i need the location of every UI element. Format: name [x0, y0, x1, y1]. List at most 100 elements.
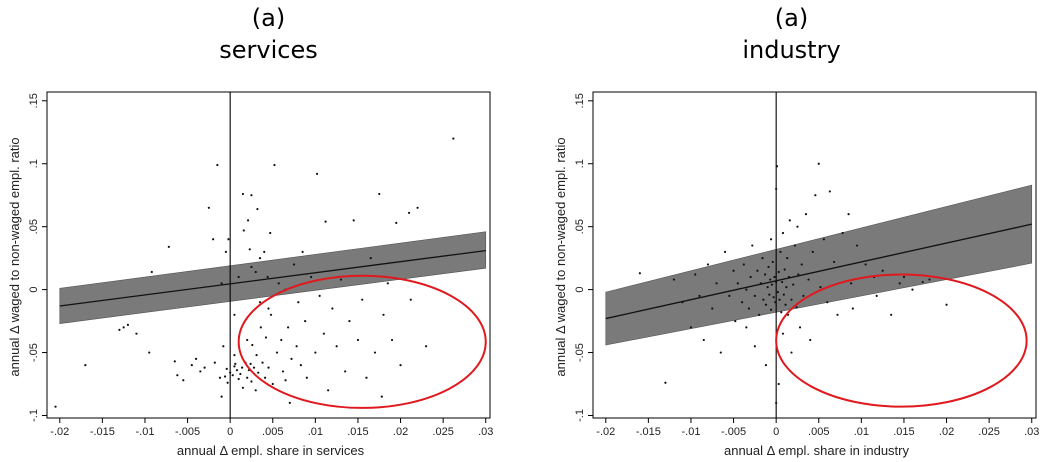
x-tick-label: -.01: [135, 426, 154, 438]
scatter-point: [795, 306, 798, 309]
scatter-point: [826, 301, 829, 304]
y-tick-label: -.05: [574, 343, 586, 362]
scatter-point: [694, 273, 697, 276]
x-tick-label: 0: [227, 426, 233, 438]
scatter-point: [126, 323, 130, 326]
plot-frame: [46, 91, 491, 419]
scatter-point: [304, 319, 307, 323]
scatter-point: [809, 338, 812, 342]
scatter-point: [266, 275, 269, 279]
scatter-point: [715, 282, 718, 285]
y-tick-label: -.1: [574, 409, 586, 422]
scatter-point: [365, 376, 368, 379]
scatter-point: [249, 362, 252, 365]
scatter-point: [250, 194, 253, 197]
x-tick-label: -.005: [175, 426, 200, 438]
scatter-point: [766, 285, 769, 289]
panel-letter: (a): [251, 4, 286, 32]
scatter-point: [770, 283, 774, 286]
scatter-point: [203, 366, 206, 369]
x-tick-label: .015: [893, 426, 914, 438]
x-tick-label: -.015: [636, 426, 661, 438]
highlight-ellipse: [237, 274, 487, 409]
y-axis-label: annual Δ waged to non-waged empl. ratio: [553, 137, 568, 376]
scatter-point: [280, 338, 283, 342]
y-tick-label: -.05: [28, 343, 40, 362]
scatter-point: [390, 338, 394, 342]
scatter-point: [753, 345, 756, 348]
scatter-point: [751, 244, 754, 247]
scatter-point: [295, 345, 298, 348]
y-tick-label: .05: [574, 219, 586, 234]
scatter-point: [798, 326, 802, 329]
scatter-point: [258, 257, 262, 260]
scatter-point: [269, 231, 272, 235]
scatter-point: [182, 379, 185, 382]
scatter-point: [277, 282, 280, 285]
scatter-point: [292, 263, 296, 266]
x-tick-label: -.01: [681, 426, 700, 438]
scatter-point: [225, 367, 228, 371]
x-tick-label: .03: [1024, 426, 1039, 438]
scatter-point: [775, 165, 779, 168]
scatter-point: [817, 162, 820, 165]
scatter-point: [84, 364, 87, 367]
x-tick-label: -.02: [50, 426, 69, 438]
scatter-point: [241, 192, 245, 196]
scatter-point: [257, 371, 260, 374]
y-tick-label: .1: [574, 159, 586, 168]
scatter-point: [122, 326, 125, 329]
scatter-point: [380, 395, 383, 398]
scatter-point: [711, 307, 714, 310]
scatter-point: [811, 250, 814, 253]
scatter-point: [774, 301, 777, 304]
highlight-ellipse: [775, 273, 1028, 408]
scatter-point: [764, 303, 768, 306]
scatter-point: [769, 278, 772, 281]
scatter-point: [237, 377, 240, 381]
scatter-point: [841, 231, 844, 235]
x-tick-label: -.015: [90, 426, 115, 438]
scatter-point: [207, 206, 210, 209]
industry-panel: (a) industry -.02 -.015 -.01 -.005 0 .005 .01.…: [523, 0, 1046, 462]
scatter-point: [777, 270, 780, 274]
scatter-point: [767, 265, 770, 269]
scatter-point: [305, 376, 308, 379]
x-tick-label: -.02: [596, 426, 615, 438]
scatter-point: [784, 303, 787, 306]
scatter-point: [190, 364, 193, 367]
scatter-point: [762, 298, 765, 301]
scatter-point: [753, 294, 756, 298]
scatter-point: [796, 225, 799, 228]
scatter-point: [745, 288, 748, 291]
panel-letter: (a): [774, 4, 809, 32]
scatter-point: [723, 250, 727, 253]
x-tick-label: .01: [854, 426, 869, 438]
scatter-point: [793, 244, 797, 247]
scatter-point: [150, 270, 153, 274]
scatter-point: [263, 250, 266, 253]
scatter-point: [218, 376, 222, 379]
scatter-point: [783, 268, 786, 271]
scatter-point: [315, 172, 319, 175]
scatter-point: [241, 386, 245, 389]
scatter-point: [778, 298, 781, 301]
scatter-point: [928, 278, 931, 281]
scatter-point: [756, 269, 759, 272]
scatter-point: [246, 338, 249, 342]
scatter-point: [409, 298, 412, 301]
y-tick-label: .05: [28, 219, 40, 234]
x-axis-label: annual Δ empl. share in industry: [724, 443, 910, 458]
x-tick-label: .02: [939, 426, 954, 438]
scatter-point: [259, 326, 262, 329]
scatter-point: [264, 336, 268, 339]
scatter-point: [267, 307, 270, 310]
scatter-point: [864, 263, 867, 266]
scatter-point: [254, 389, 257, 392]
scatter-point: [452, 137, 455, 140]
scatter-point: [258, 301, 262, 304]
scatter-point: [395, 221, 398, 225]
scatter-point: [382, 313, 385, 316]
scatter-point: [301, 250, 304, 253]
y-tick-label: .1: [28, 159, 40, 168]
